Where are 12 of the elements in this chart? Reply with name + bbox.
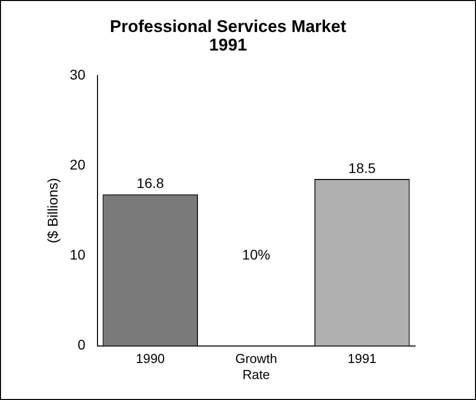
y-tick-label: 20 [70, 156, 86, 172]
y-tick-label: 30 [70, 66, 86, 82]
y-tick-label: 10 [70, 246, 86, 263]
y-axis-title: ($ Billions) [44, 178, 60, 244]
data-label: 18.5 [348, 160, 376, 176]
chart-title: Professional Services Market 1991 [110, 17, 346, 55]
x-tick-label: 1991 [348, 351, 377, 366]
x-tick-label: Growth Rate [235, 351, 278, 382]
y-tick-label: 0 [78, 336, 86, 353]
data-label: 16.8 [136, 175, 164, 192]
x-tick-label: 1990 [136, 351, 165, 366]
annotation: 10% [242, 246, 270, 263]
